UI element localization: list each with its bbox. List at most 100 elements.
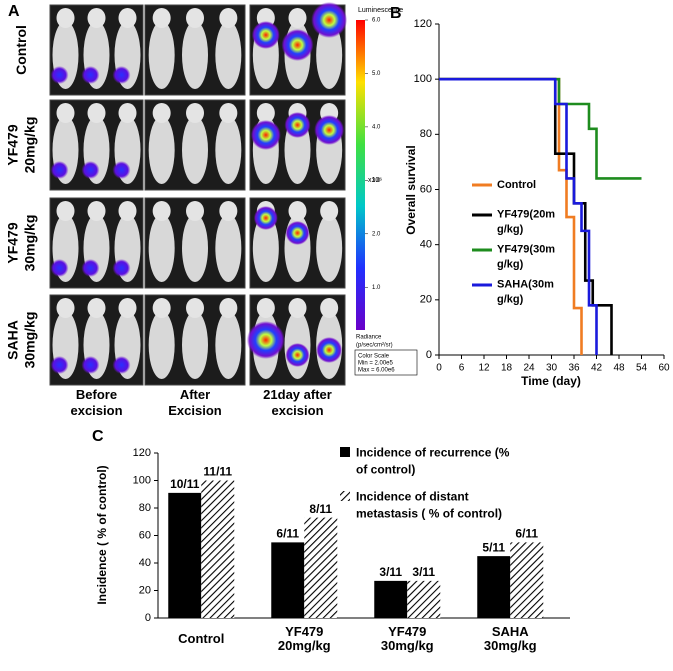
scale-box — [354, 349, 418, 376]
signal — [284, 112, 311, 138]
row-label: Control — [13, 25, 29, 75]
signal — [285, 221, 310, 245]
x-tick-label: 30 — [546, 363, 558, 374]
mouse-body — [316, 214, 343, 282]
x-tick-label: 36 — [568, 363, 580, 374]
y-tick-label: 120 — [133, 447, 151, 459]
mouse-head — [288, 8, 307, 28]
colorbar-tick-label: 5.0 — [372, 71, 381, 77]
signal — [253, 206, 278, 230]
y-axis-label: Incidence ( % of control) — [95, 465, 109, 604]
mouse-head — [219, 103, 238, 123]
legend-swatch — [340, 447, 350, 457]
colorbar-tick-label: 6.0 — [372, 18, 381, 24]
mouse-head — [56, 298, 75, 318]
mouse-head — [288, 298, 307, 318]
mouse-body — [148, 311, 175, 379]
mouse-body — [252, 214, 279, 282]
signal — [285, 343, 310, 367]
y-tick-label: 0 — [145, 612, 151, 624]
x-tick-label: 60 — [658, 363, 670, 374]
mouse-head — [152, 103, 171, 123]
mouse-head — [152, 298, 171, 318]
y-tick-label: 40 — [420, 239, 432, 251]
y-tick-label: 20 — [139, 584, 151, 596]
mouse-head — [219, 8, 238, 28]
signal — [81, 259, 100, 277]
mouse-head — [256, 298, 275, 318]
bar — [201, 480, 235, 618]
mouse-head — [186, 103, 204, 123]
panel-label: A — [8, 3, 20, 20]
mouse-head — [152, 201, 171, 221]
colorbar-tick-label: 4.0 — [372, 124, 381, 130]
mouse-head — [320, 298, 339, 318]
signal — [112, 66, 131, 84]
scale-title: Color Scale — [358, 354, 390, 360]
survival-line — [439, 77, 583, 355]
signal — [112, 356, 131, 374]
mouse-head — [219, 201, 238, 221]
mouse-head — [87, 298, 106, 318]
mouse-head — [118, 8, 137, 28]
mouse-head — [87, 201, 106, 221]
signal — [112, 161, 131, 179]
signal — [81, 66, 100, 84]
x-tick-label: YF479 30mg/kg — [381, 624, 434, 653]
row-label: YF47930mg/kg — [4, 215, 37, 272]
value-label: 5/11 — [482, 540, 505, 554]
legend-swatch — [340, 491, 350, 501]
mouse-head — [118, 298, 137, 318]
legend-label: SAHA(30m g/kg) — [497, 278, 554, 305]
bar — [374, 580, 408, 618]
colorbar — [356, 20, 365, 330]
signal — [250, 120, 281, 150]
signal — [50, 259, 69, 277]
x-tick-label: SAHA 30mg/kg — [484, 624, 537, 653]
bar — [168, 492, 202, 618]
bar — [304, 517, 338, 618]
signal — [50, 161, 69, 179]
image-cell — [144, 4, 246, 96]
column-label: After Excision — [168, 387, 222, 418]
x-tick-label: 54 — [636, 363, 648, 374]
mouse-head — [87, 103, 106, 123]
image-cell — [246, 294, 346, 386]
mouse-head — [320, 201, 339, 221]
x-tick-label: 0 — [436, 363, 442, 374]
mouse-head — [186, 8, 204, 28]
radiance-unit: (p/sec/cm²/sr) — [356, 343, 393, 349]
image-cell — [49, 4, 144, 96]
y-axis-label: Overall survival — [404, 145, 418, 234]
image-cell — [49, 99, 144, 191]
bar — [477, 556, 511, 618]
row-label: SAHA30mg/kg — [4, 312, 37, 369]
mouse-head — [56, 8, 75, 28]
signal — [81, 356, 100, 374]
image-cell — [144, 197, 246, 289]
mouse-body — [148, 116, 175, 184]
mouse-head — [56, 103, 75, 123]
signal — [281, 29, 314, 61]
mouse-body — [215, 21, 242, 89]
x-tick-label: 42 — [591, 363, 603, 374]
legend-label: Control — [497, 179, 536, 191]
x-tick-label: 12 — [478, 363, 490, 374]
value-label: 11/11 — [203, 465, 232, 479]
colorbar-tick-label: 1.0 — [372, 285, 381, 291]
mouse-head — [56, 201, 75, 221]
panel-label: B — [390, 5, 402, 22]
x-tick-label: Control — [178, 631, 224, 646]
image-cell — [49, 197, 144, 289]
legend-label: Incidence of recurrence (% of control) — [356, 446, 510, 477]
x-tick-label: 48 — [613, 363, 625, 374]
mouse-body — [215, 116, 242, 184]
y-tick-label: 20 — [420, 294, 432, 306]
y-tick-label: 60 — [139, 529, 151, 541]
x-tick-label: 24 — [523, 363, 535, 374]
value-label: 10/11 — [170, 477, 200, 491]
mouse-head — [256, 103, 275, 123]
signal — [251, 21, 280, 49]
signal — [316, 337, 343, 363]
image-cell — [249, 197, 346, 289]
